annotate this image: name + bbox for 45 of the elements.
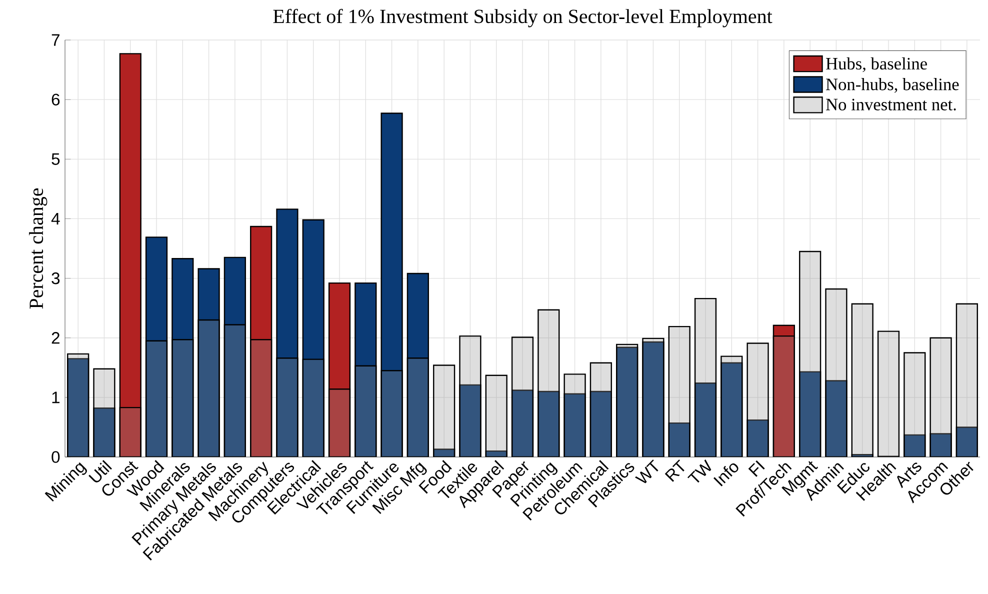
legend-label: No investment net. <box>826 98 956 110</box>
bar <box>328 282 351 457</box>
bar <box>564 393 586 457</box>
x-tick-label: RT <box>664 460 684 482</box>
bar <box>145 236 168 457</box>
bar <box>224 256 246 457</box>
bar <box>406 272 429 457</box>
y-tick-label: 4 <box>51 212 60 224</box>
bar <box>694 382 717 457</box>
y-tick-label: 2 <box>52 332 60 344</box>
y-tick-label: 1 <box>52 392 60 404</box>
bar <box>354 282 377 457</box>
legend-label: Non-hubs, baseline <box>826 78 959 93</box>
bar <box>276 208 298 457</box>
legend-label: Hubs, baseline <box>826 57 927 72</box>
bar <box>956 426 978 457</box>
bar <box>904 434 926 457</box>
y-tick-label: 5 <box>52 153 60 165</box>
bar <box>746 419 769 457</box>
bar <box>485 450 508 457</box>
x-tick-label: WT <box>634 460 658 484</box>
bar <box>250 226 272 457</box>
y-tick-label: 3 <box>52 272 60 284</box>
bar <box>668 422 690 457</box>
y-tick-label: 6 <box>52 94 60 106</box>
bar <box>538 390 560 457</box>
bar <box>172 258 194 457</box>
bar <box>93 408 116 457</box>
y-tick-label: 0 <box>52 451 60 463</box>
bar <box>380 112 403 457</box>
bar <box>302 219 324 457</box>
bar <box>799 371 822 457</box>
bar <box>198 268 220 457</box>
y-tick-label: 7 <box>52 34 60 46</box>
x-tick-label: TW <box>687 459 712 483</box>
bar <box>825 380 848 457</box>
bar <box>119 53 142 457</box>
bar <box>590 390 612 457</box>
bar <box>511 390 534 457</box>
bar <box>459 384 482 457</box>
y-axis-title: Percent change <box>29 188 48 309</box>
bar <box>930 433 952 457</box>
bar <box>851 454 874 457</box>
bar <box>433 448 456 457</box>
chart-title: Effect of 1% Investment Subsidy on Sector-level Employment <box>273 8 772 28</box>
